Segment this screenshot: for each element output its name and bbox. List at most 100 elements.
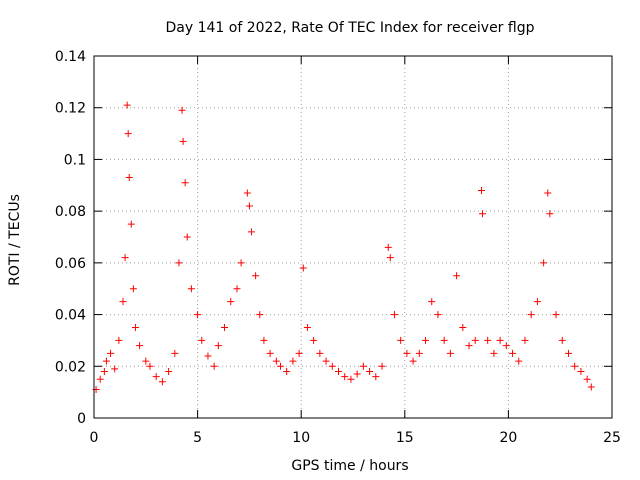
- data-point: [245, 202, 253, 210]
- data-point: [322, 357, 330, 365]
- data-point: [136, 342, 144, 350]
- data-point: [124, 130, 132, 138]
- data-point: [502, 342, 510, 350]
- data-point: [372, 373, 380, 381]
- data-point: [152, 373, 160, 381]
- data-point: [403, 349, 411, 357]
- y-tick-label: 0.14: [55, 49, 86, 65]
- data-point: [125, 174, 133, 182]
- data-point: [127, 220, 135, 228]
- data-point: [415, 349, 423, 357]
- data-point: [115, 336, 123, 344]
- x-tick-label: 10: [292, 430, 310, 446]
- data-point: [533, 298, 541, 306]
- data-point: [243, 189, 251, 197]
- y-tick-label: 0.04: [55, 308, 86, 324]
- data-point: [540, 259, 548, 267]
- data-point: [119, 298, 127, 306]
- data-points: [92, 101, 595, 394]
- y-tick-label: 0.1: [64, 152, 86, 168]
- x-tick-label: 25: [603, 430, 621, 446]
- data-point: [227, 298, 235, 306]
- data-point: [123, 101, 131, 109]
- data-point: [583, 375, 591, 383]
- grid-lines: [94, 56, 612, 418]
- y-tick-label: 0.12: [55, 101, 86, 117]
- data-point: [515, 357, 523, 365]
- data-point: [434, 311, 442, 319]
- data-point: [276, 362, 284, 370]
- data-point: [295, 349, 303, 357]
- data-point: [198, 336, 206, 344]
- data-point: [96, 375, 104, 383]
- data-point: [165, 367, 173, 375]
- x-tick-label: 15: [396, 430, 414, 446]
- data-point: [214, 342, 222, 350]
- data-point: [409, 357, 417, 365]
- data-point: [477, 186, 485, 194]
- data-point: [546, 210, 554, 218]
- data-point: [210, 362, 218, 370]
- data-point: [353, 370, 361, 378]
- data-point: [131, 324, 139, 331]
- data-point: [175, 259, 183, 267]
- x-tick-label: 20: [499, 430, 517, 446]
- data-point: [577, 367, 585, 375]
- data-point: [289, 357, 297, 365]
- data-point: [484, 336, 492, 344]
- data-point: [299, 264, 307, 272]
- data-point: [347, 375, 355, 383]
- data-point: [247, 228, 255, 236]
- data-point: [571, 362, 579, 370]
- data-point: [266, 349, 274, 357]
- data-point: [237, 259, 245, 267]
- data-point: [204, 352, 212, 360]
- data-point: [459, 324, 467, 331]
- data-point: [183, 233, 191, 241]
- data-point: [179, 137, 187, 145]
- data-point: [509, 349, 517, 357]
- chart-title: Day 141 of 2022, Rate Of TEC Index for r…: [166, 20, 535, 36]
- data-point: [100, 367, 108, 375]
- data-point: [544, 189, 552, 197]
- data-point: [187, 285, 195, 293]
- data-point: [366, 367, 374, 375]
- x-tick-label: 5: [193, 430, 202, 446]
- data-point: [428, 298, 436, 306]
- data-point: [129, 285, 137, 293]
- data-point: [111, 365, 119, 373]
- data-point: [283, 367, 291, 375]
- data-point: [390, 311, 398, 319]
- data-point: [221, 324, 229, 331]
- x-axis-label: GPS time / hours: [291, 458, 408, 474]
- data-point: [233, 285, 241, 293]
- data-point: [142, 357, 150, 365]
- data-point: [422, 336, 430, 344]
- data-point: [328, 362, 336, 370]
- y-axis-label: ROTI / TECUs: [7, 194, 23, 286]
- y-tick-label: 0.06: [55, 256, 86, 272]
- data-point: [440, 336, 448, 344]
- data-point: [521, 336, 529, 344]
- data-point: [471, 336, 479, 344]
- axis-ticks: 0 0.02 0.04 0.06 0.08 0.1 0.12 0.14 0 5 10 15 20 25: [55, 49, 621, 446]
- data-point: [558, 336, 566, 344]
- data-point: [334, 367, 342, 375]
- y-tick-label: 0.08: [55, 204, 86, 220]
- data-point: [465, 342, 473, 350]
- data-point: [303, 324, 311, 331]
- data-point: [252, 272, 260, 280]
- data-point: [564, 349, 572, 357]
- data-point: [490, 349, 498, 357]
- data-point: [446, 349, 454, 357]
- data-point: [552, 311, 560, 319]
- data-point: [397, 336, 405, 344]
- data-point: [386, 254, 394, 262]
- data-point: [479, 210, 486, 218]
- data-point: [158, 378, 166, 386]
- data-point: [384, 243, 392, 251]
- data-point: [178, 106, 186, 114]
- data-point: [146, 362, 154, 370]
- data-point: [121, 254, 129, 262]
